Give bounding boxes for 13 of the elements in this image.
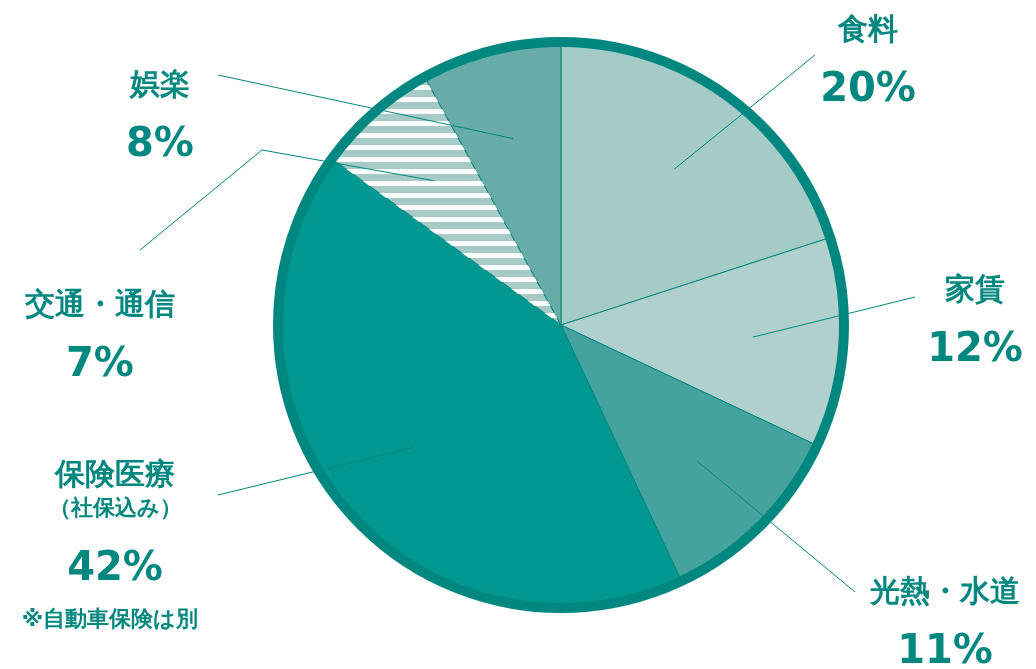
slice-label: 保険医療（社保込み）: [48, 455, 182, 520]
slice-label: 家賃: [945, 270, 1005, 306]
slice-label: 娯楽: [129, 65, 190, 101]
slice-label: 食料: [837, 10, 898, 46]
data-label: 20%: [820, 64, 916, 110]
data-label: 8%: [126, 119, 194, 165]
text: ※自動車保険は別: [21, 606, 199, 631]
data-label: 7%: [66, 339, 134, 385]
data-label: 12%: [927, 324, 1023, 370]
slice-label: 光熱・水道: [868, 572, 1020, 608]
data-label: 42%: [67, 543, 163, 589]
data-label: 11%: [897, 626, 993, 669]
slice-label: 交通・通信: [24, 285, 175, 321]
